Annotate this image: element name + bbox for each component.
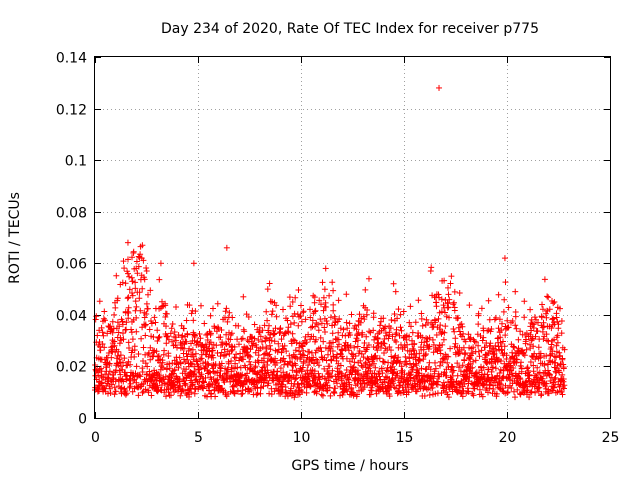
roti-point [269, 298, 276, 305]
roti-point [448, 273, 455, 280]
roti-point [124, 239, 131, 246]
y-axis-label: ROTI / TECUs [7, 192, 23, 284]
axis-ticks: 0 0.02 0.04 0.06 0.08 0.1 0.12 0.14 0 5 10 15 20 25 [56, 51, 620, 447]
roti-point-cloud [92, 243, 568, 401]
x-tick-label: 5 [194, 430, 203, 446]
roti-point [300, 309, 307, 316]
y-tick-label: 0.02 [56, 360, 87, 376]
roti-point [322, 265, 329, 272]
roti-point [436, 84, 443, 91]
x-axis-label: GPS time / hours [291, 458, 408, 474]
roti-point [223, 244, 230, 251]
roti-point [343, 291, 350, 298]
roti-point [392, 288, 399, 295]
roti-point [190, 260, 197, 267]
y-tick-label: 0.14 [56, 51, 87, 67]
y-tick-label: 0 [78, 412, 87, 428]
roti-point [501, 255, 508, 262]
x-tick-label: 10 [293, 430, 311, 446]
y-tick-label: 0.06 [56, 257, 87, 273]
roti-point [240, 293, 247, 300]
chart-title: Day 234 of 2020, Rate Of TEC Index for r… [161, 21, 539, 37]
roti-point [157, 260, 164, 267]
roti-point [551, 298, 558, 305]
roti-point [539, 301, 546, 308]
y-tick-label: 0.1 [65, 154, 87, 170]
x-tick-label: 20 [499, 430, 517, 446]
x-tick-label: 0 [91, 430, 100, 446]
plot-frame [94, 56, 611, 419]
roti-point [427, 268, 434, 275]
y-tick-label: 0.12 [56, 103, 87, 119]
roti-point [512, 288, 519, 295]
roti-point [139, 242, 146, 249]
x-tick-label: 25 [602, 430, 620, 446]
data-points [92, 84, 568, 401]
roti-point [365, 275, 372, 282]
y-tick-label: 0.04 [56, 309, 87, 325]
roti-point [133, 265, 140, 272]
x-tick-label: 15 [396, 430, 414, 446]
y-tick-label: 0.08 [56, 206, 87, 222]
roti-point [96, 327, 103, 334]
roti-point [289, 298, 296, 305]
